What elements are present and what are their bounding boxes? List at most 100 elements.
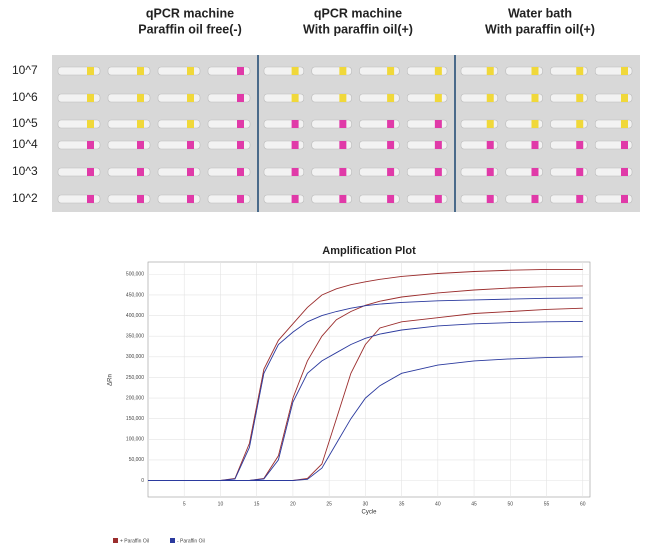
y-tick-label: 150,000 — [126, 416, 144, 422]
tube-cap — [237, 67, 244, 75]
column-title: With paraffin oil(+) — [303, 22, 413, 36]
tube-cap — [291, 94, 299, 102]
y-tick-label: 50,000 — [129, 457, 145, 463]
tube-cap — [387, 195, 395, 203]
tube-cap — [187, 141, 194, 149]
y-tick-label: 500,000 — [126, 272, 144, 278]
tube-cap — [339, 120, 347, 128]
tube-cap — [434, 120, 442, 128]
tube-cap — [87, 195, 94, 203]
tube-cap — [137, 120, 144, 128]
x-tick-label: 40 — [435, 501, 441, 507]
legend-swatch — [170, 538, 175, 543]
tube-cap — [187, 94, 194, 102]
y-tick-label: 400,000 — [126, 313, 144, 319]
tube-cap — [387, 67, 395, 75]
tube-cap — [434, 195, 442, 203]
tube-cap — [486, 141, 494, 149]
tube-cap — [531, 94, 539, 102]
tube-cap — [291, 141, 299, 149]
tube-cap — [576, 141, 584, 149]
amplification-curve — [148, 356, 583, 481]
tube-cap — [137, 168, 144, 176]
tube-cap — [87, 67, 94, 75]
tube-cap — [187, 120, 194, 128]
row-label: 10^4 — [12, 137, 38, 151]
tube-cap — [137, 195, 144, 203]
row-label: 10^3 — [12, 164, 38, 178]
legend-swatch — [113, 538, 118, 543]
tube-cap — [576, 195, 584, 203]
x-tick-label: 25 — [326, 501, 332, 507]
y-tick-label: 300,000 — [126, 354, 144, 360]
tube-cap — [137, 67, 144, 75]
tube-cap — [576, 67, 584, 75]
tube-cap — [387, 120, 395, 128]
x-tick-label: 60 — [580, 501, 586, 507]
row-label: 10^7 — [12, 63, 38, 77]
tube-cap — [620, 120, 628, 128]
tube-cap — [87, 94, 94, 102]
y-tick-label: 0 — [141, 478, 144, 484]
tube-cap — [486, 94, 494, 102]
amplification-curve — [148, 297, 583, 481]
column-title: qPCR machine — [314, 6, 402, 20]
y-axis-label: ΔRn — [108, 374, 114, 386]
tube-cap — [531, 120, 539, 128]
tube-cap — [486, 168, 494, 176]
tube-cap — [486, 67, 494, 75]
plot-frame — [147, 261, 591, 498]
tube-cap — [137, 141, 144, 149]
x-tick-label: 20 — [290, 501, 296, 507]
tube-cap — [620, 141, 628, 149]
x-tick-label: 55 — [544, 501, 550, 507]
tube-cap — [576, 94, 584, 102]
x-tick-label: 50 — [508, 501, 514, 507]
x-tick-label: 15 — [254, 501, 260, 507]
tube-cap — [187, 168, 194, 176]
tube-cap — [137, 94, 144, 102]
tube-cap — [387, 94, 395, 102]
x-tick-label: 45 — [471, 501, 477, 507]
tube-cap — [291, 120, 299, 128]
chart-title: Amplification Plot — [322, 245, 416, 257]
tube-cap — [339, 168, 347, 176]
tube-cap — [187, 67, 194, 75]
tube-cap — [339, 195, 347, 203]
x-tick-label: 5 — [183, 501, 186, 507]
x-tick-label: 30 — [363, 501, 369, 507]
y-tick-label: 450,000 — [126, 292, 144, 298]
y-tick-label: 350,000 — [126, 334, 144, 340]
tube-cap — [87, 141, 94, 149]
tube-cap — [87, 168, 94, 176]
x-tick-label: 10 — [218, 501, 224, 507]
tube-cap — [620, 168, 628, 176]
column-title: Paraffin oil free(-) — [138, 22, 242, 36]
tube-cap — [531, 141, 539, 149]
tube-cap — [339, 141, 347, 149]
column-title: With paraffin oil(+) — [485, 22, 595, 36]
row-label: 10^2 — [12, 191, 38, 205]
row-label: 10^6 — [12, 90, 38, 104]
tube-cap — [434, 94, 442, 102]
tube-cap — [434, 168, 442, 176]
tube-cap — [486, 195, 494, 203]
column-title: Water bath — [508, 6, 572, 20]
tube-cap — [87, 120, 94, 128]
tube-cap — [576, 120, 584, 128]
tube-cap — [434, 67, 442, 75]
tube-cap — [531, 168, 539, 176]
amplification-curve — [148, 268, 583, 481]
row-label: 10^5 — [12, 116, 38, 130]
tube-cap — [531, 67, 539, 75]
column-title: qPCR machine — [146, 6, 234, 20]
tube-cap — [237, 94, 244, 102]
y-tick-label: 250,000 — [126, 375, 144, 381]
tube-cap — [237, 120, 244, 128]
tube-cap — [387, 168, 395, 176]
tube-cap — [620, 94, 628, 102]
tube-cap — [576, 168, 584, 176]
x-axis-label: Cycle — [361, 510, 377, 516]
tube-cap — [486, 120, 494, 128]
